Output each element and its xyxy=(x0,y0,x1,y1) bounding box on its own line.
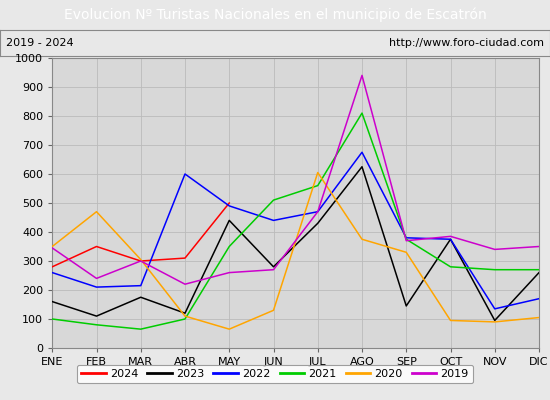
Legend: 2024, 2023, 2022, 2021, 2020, 2019: 2024, 2023, 2022, 2021, 2020, 2019 xyxy=(77,364,473,384)
Text: http://www.foro-ciudad.com: http://www.foro-ciudad.com xyxy=(389,38,544,48)
Text: 2019 - 2024: 2019 - 2024 xyxy=(6,38,73,48)
Text: Evolucion Nº Turistas Nacionales en el municipio de Escatrón: Evolucion Nº Turistas Nacionales en el m… xyxy=(64,8,486,22)
